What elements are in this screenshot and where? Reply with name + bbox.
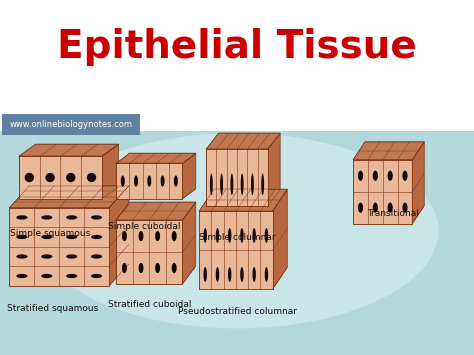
Ellipse shape [155,263,160,273]
Ellipse shape [373,171,378,181]
Polygon shape [19,144,118,156]
Ellipse shape [161,175,164,187]
Ellipse shape [16,274,27,278]
Ellipse shape [66,235,77,239]
Ellipse shape [91,254,102,259]
Text: Epithelial Tissue: Epithelial Tissue [57,28,417,66]
Text: Stratified squamous: Stratified squamous [7,304,98,312]
Polygon shape [116,163,182,199]
Text: Simple columnar: Simple columnar [199,233,275,241]
Ellipse shape [122,263,127,273]
Ellipse shape [41,235,53,239]
Ellipse shape [253,267,256,282]
Ellipse shape [241,174,244,195]
Polygon shape [182,153,196,199]
Text: Simple squamous: Simple squamous [9,229,90,238]
Polygon shape [116,220,182,284]
Polygon shape [102,144,118,199]
Ellipse shape [402,171,408,181]
Polygon shape [412,142,424,224]
Ellipse shape [261,174,264,195]
Polygon shape [19,156,102,199]
Polygon shape [273,189,287,289]
Ellipse shape [16,215,27,220]
Ellipse shape [91,215,102,220]
Polygon shape [199,189,287,211]
Ellipse shape [121,175,125,187]
Text: Simple cuboidal: Simple cuboidal [109,222,181,231]
Ellipse shape [373,203,378,213]
Ellipse shape [25,173,34,182]
Ellipse shape [172,231,177,241]
Ellipse shape [228,228,231,243]
Ellipse shape [203,228,207,243]
Ellipse shape [138,263,144,273]
Ellipse shape [66,274,77,278]
Polygon shape [109,186,129,286]
Ellipse shape [210,174,213,195]
Ellipse shape [41,274,53,278]
Ellipse shape [264,228,268,243]
Polygon shape [116,202,196,220]
Ellipse shape [216,228,219,243]
Polygon shape [182,202,196,284]
Ellipse shape [16,235,27,239]
Polygon shape [9,208,109,286]
Ellipse shape [66,254,77,259]
Polygon shape [9,186,129,208]
Ellipse shape [220,174,223,195]
Text: Stratified cuboidal: Stratified cuboidal [108,300,191,309]
Ellipse shape [228,267,231,282]
Ellipse shape [172,263,177,273]
FancyBboxPatch shape [2,114,140,135]
Ellipse shape [264,267,268,282]
Ellipse shape [253,228,256,243]
Ellipse shape [174,175,178,187]
Ellipse shape [147,175,151,187]
Ellipse shape [66,215,77,220]
Ellipse shape [155,231,160,241]
Ellipse shape [122,231,127,241]
Polygon shape [116,153,196,163]
Text: www.onlinebiologynotes.com: www.onlinebiologynotes.com [9,120,133,129]
Bar [0,0,474,135]
Ellipse shape [203,267,207,282]
Ellipse shape [134,175,138,187]
Text: Transitional: Transitional [367,209,419,218]
Ellipse shape [91,274,102,278]
Ellipse shape [240,228,244,243]
Ellipse shape [402,203,408,213]
Ellipse shape [41,254,53,259]
Ellipse shape [251,174,254,195]
Ellipse shape [358,203,363,213]
Polygon shape [353,142,424,160]
Ellipse shape [87,173,96,182]
Polygon shape [353,160,412,224]
Ellipse shape [388,203,393,213]
Ellipse shape [138,231,144,241]
Ellipse shape [230,174,233,195]
Ellipse shape [16,254,27,259]
Polygon shape [206,133,280,149]
Ellipse shape [216,267,219,282]
Ellipse shape [66,173,75,182]
Ellipse shape [46,173,55,182]
Polygon shape [199,211,273,289]
Ellipse shape [36,133,438,328]
Text: Pseudostratified columnar: Pseudostratified columnar [177,307,297,316]
Ellipse shape [358,171,363,181]
Ellipse shape [240,267,244,282]
Polygon shape [268,133,280,206]
Ellipse shape [41,215,53,220]
FancyBboxPatch shape [0,131,474,355]
Ellipse shape [91,235,102,239]
Ellipse shape [388,171,393,181]
Polygon shape [206,149,268,206]
